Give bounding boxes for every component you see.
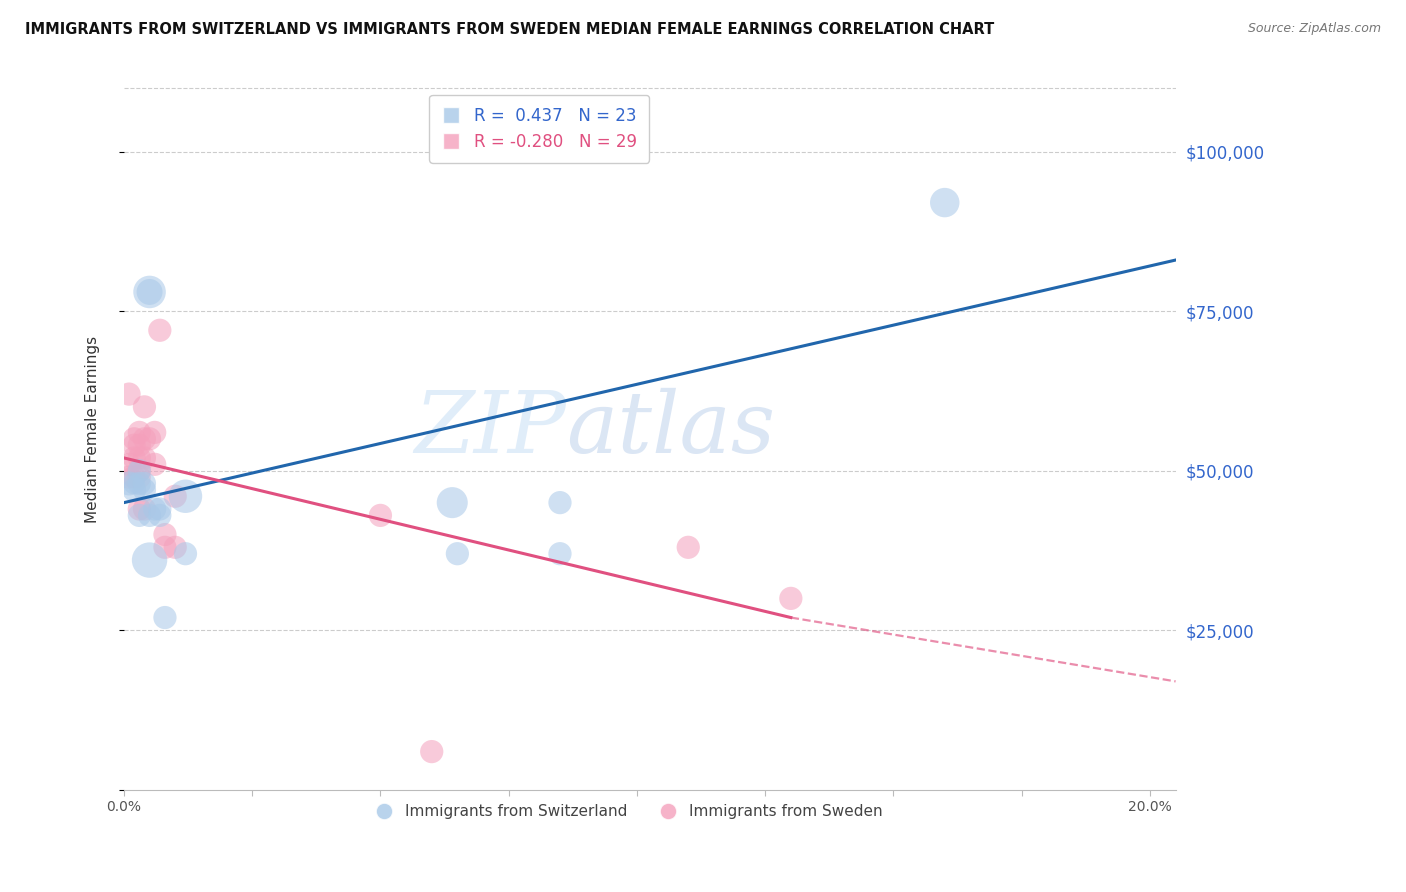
Point — [138, 553, 160, 567]
Point — [138, 508, 160, 523]
Point — [134, 483, 156, 497]
Point — [138, 285, 160, 299]
Point — [370, 508, 392, 523]
Point — [143, 502, 166, 516]
Point — [122, 470, 145, 484]
Point — [128, 450, 150, 465]
Point — [441, 495, 464, 509]
Point — [165, 541, 187, 555]
Point — [779, 591, 801, 606]
Point — [128, 502, 150, 516]
Point — [128, 476, 150, 491]
Text: atlas: atlas — [565, 388, 775, 471]
Point — [122, 476, 145, 491]
Point — [134, 476, 156, 491]
Point — [128, 464, 150, 478]
Point — [134, 400, 156, 414]
Point — [420, 745, 443, 759]
Point — [118, 470, 141, 484]
Text: ZIP: ZIP — [413, 388, 565, 471]
Point — [149, 508, 172, 523]
Point — [122, 483, 145, 497]
Point — [149, 502, 172, 516]
Point — [165, 489, 187, 503]
Point — [128, 425, 150, 440]
Point — [934, 195, 956, 210]
Point — [128, 470, 150, 484]
Point — [138, 432, 160, 446]
Point — [678, 541, 700, 555]
Point — [122, 450, 145, 465]
Point — [122, 438, 145, 452]
Legend: Immigrants from Switzerland, Immigrants from Sweden: Immigrants from Switzerland, Immigrants … — [368, 798, 889, 826]
Point — [118, 387, 141, 401]
Point — [153, 541, 176, 555]
Point — [128, 438, 150, 452]
Point — [143, 425, 166, 440]
Point — [174, 547, 197, 561]
Point — [128, 464, 150, 478]
Point — [149, 323, 172, 337]
Point — [138, 285, 160, 299]
Point — [174, 489, 197, 503]
Text: IMMIGRANTS FROM SWITZERLAND VS IMMIGRANTS FROM SWEDEN MEDIAN FEMALE EARNINGS COR: IMMIGRANTS FROM SWITZERLAND VS IMMIGRANT… — [25, 22, 994, 37]
Point — [128, 508, 150, 523]
Point — [548, 495, 571, 509]
Y-axis label: Median Female Earnings: Median Female Earnings — [86, 335, 100, 523]
Point — [122, 432, 145, 446]
Point — [153, 610, 176, 624]
Text: Source: ZipAtlas.com: Source: ZipAtlas.com — [1247, 22, 1381, 36]
Point — [118, 476, 141, 491]
Point — [134, 450, 156, 465]
Point — [143, 458, 166, 472]
Point — [446, 547, 468, 561]
Point — [153, 527, 176, 541]
Point — [548, 547, 571, 561]
Point — [134, 502, 156, 516]
Point — [118, 458, 141, 472]
Point — [134, 432, 156, 446]
